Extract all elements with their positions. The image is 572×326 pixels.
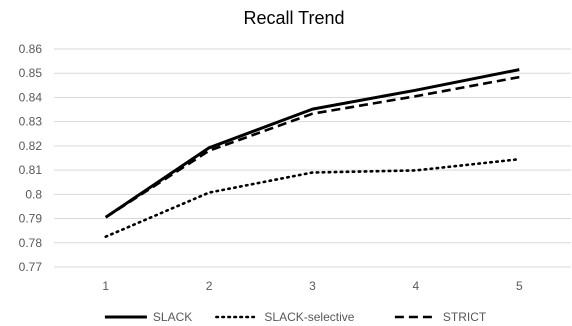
y-tick-label: 0.84 <box>19 90 43 104</box>
legend: SLACK SLACK-selective STRICT <box>104 310 487 324</box>
y-tick-label: 0.86 <box>19 42 43 56</box>
series-line-slack <box>104 68 520 219</box>
y-tick-label: 0.83 <box>19 115 43 129</box>
x-tick-label: 2 <box>206 279 213 293</box>
x-tick-label: 3 <box>309 279 316 293</box>
y-tick-label: 0.81 <box>19 163 43 177</box>
series-layer <box>104 68 521 238</box>
series-line-slack-selective <box>104 157 521 238</box>
x-tick-label: 5 <box>516 279 523 293</box>
y-tick-label: 0.8 <box>25 187 42 201</box>
x-tick-label: 1 <box>102 279 109 293</box>
series-line-strict <box>104 75 520 219</box>
y-tick-label: 0.77 <box>19 260 43 274</box>
x-axis-ticks: 1 2 3 4 5 <box>102 279 523 293</box>
y-tick-label: 0.85 <box>19 66 43 80</box>
legend-label-strict: STRICT <box>443 310 487 324</box>
legend-label-slack: SLACK <box>153 310 192 324</box>
grid-layer <box>54 48 571 268</box>
y-tick-label: 0.78 <box>19 236 43 250</box>
chart-title: Recall Trend <box>243 8 344 28</box>
x-tick-label: 4 <box>413 279 420 293</box>
legend-label-slack-selective: SLACK-selective <box>264 310 354 324</box>
y-tick-label: 0.79 <box>19 212 43 226</box>
y-axis-ticks: 0.86 0.85 0.84 0.83 0.82 0.81 0.8 0.79 0.78 0.77 <box>19 42 43 274</box>
y-tick-label: 0.82 <box>19 139 43 153</box>
